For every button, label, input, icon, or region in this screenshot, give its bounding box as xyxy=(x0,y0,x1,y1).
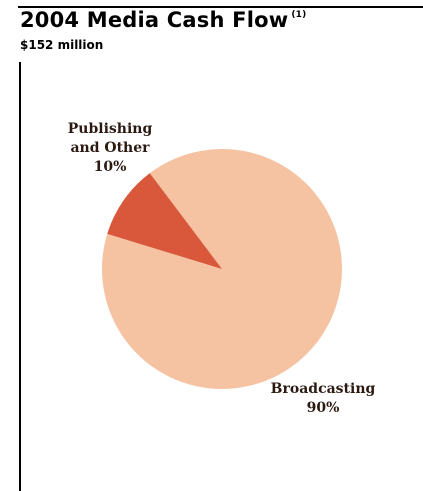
top-rule xyxy=(18,6,423,8)
slice-value-label: 10% xyxy=(93,159,127,175)
chart-title: 2004 Media Cash Flow (1) xyxy=(20,8,307,32)
slice-label-broadcasting: Broadcasting 90% xyxy=(268,380,378,418)
title-footnote: (1) xyxy=(291,10,307,20)
left-rule xyxy=(19,62,21,491)
slice-name-line: Publishing xyxy=(67,121,153,137)
slice-value-label: 90% xyxy=(306,400,340,416)
slice-name-line: Broadcasting xyxy=(270,381,376,397)
slice-name-line: and Other xyxy=(70,140,150,156)
slice-label-publishing: Publishing and Other 10% xyxy=(55,120,165,177)
pie-slices xyxy=(101,149,342,389)
chart-subtitle: $152 million xyxy=(20,38,104,52)
pie-slice-publishing-and-other xyxy=(107,173,222,269)
